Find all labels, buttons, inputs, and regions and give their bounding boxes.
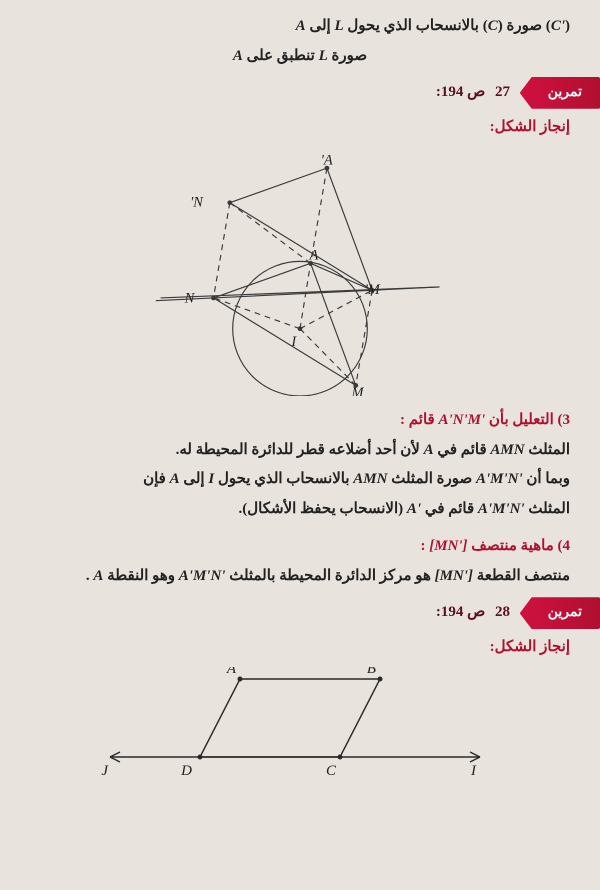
- svg-text:C: C: [326, 763, 337, 777]
- svg-text:A': A': [321, 153, 333, 169]
- svg-text:B: B: [367, 667, 376, 677]
- q4-line-1: منتصف القطعة [MN'] هو مركز الدائرة المحي…: [30, 564, 570, 590]
- figure-2: A B C D I J: [100, 667, 500, 777]
- ex28-title: إنجاز الشكل:: [30, 635, 570, 661]
- exercise-28-header: تمرين 28 ص 194:: [30, 597, 570, 629]
- q4-title: 4) ماهية منتصف [MN'] :: [30, 534, 570, 560]
- svg-text:N: N: [184, 291, 196, 307]
- exercise-badge: تمرين: [520, 77, 600, 109]
- svg-text:M': M': [365, 282, 381, 298]
- q3-line-3: المثلث A'M'N' قائم في A' (الانسحاب يحفظ …: [30, 497, 570, 523]
- svg-text:A: A: [308, 248, 318, 264]
- svg-text:D: D: [180, 763, 192, 777]
- q3-line-1: المثلث AMN قائم في A لأن أحد أضلاعه قطر …: [30, 438, 570, 464]
- ex27-title: إنجاز الشكل:: [30, 115, 570, 141]
- q3-line-2: وبما أن A'M'N' صورة المثلث AMN بالانسحاب…: [30, 467, 570, 493]
- svg-text:I: I: [290, 334, 297, 350]
- svg-text:A: A: [226, 667, 237, 677]
- svg-text:M: M: [350, 385, 364, 396]
- svg-text:N': N': [190, 195, 204, 211]
- exercise-badge: تمرين: [520, 597, 600, 629]
- svg-text:J: J: [101, 763, 109, 777]
- q3-title: 3) التعليل بأن A'N'M' قائم :: [30, 408, 570, 434]
- exercise-27-header: تمرين 27 ص 194:: [30, 77, 570, 109]
- exercise-number: 27: [495, 84, 510, 100]
- intro-line-1: (C') صورة (C) بالانسحاب الذي يحول L إلى …: [30, 14, 570, 40]
- svg-text:I: I: [470, 763, 477, 777]
- exercise-number: 28: [495, 604, 510, 620]
- figure-1: A' N' M' N M A I: [115, 146, 485, 396]
- intro-line-2: صورة L تنطبق على A: [30, 44, 570, 70]
